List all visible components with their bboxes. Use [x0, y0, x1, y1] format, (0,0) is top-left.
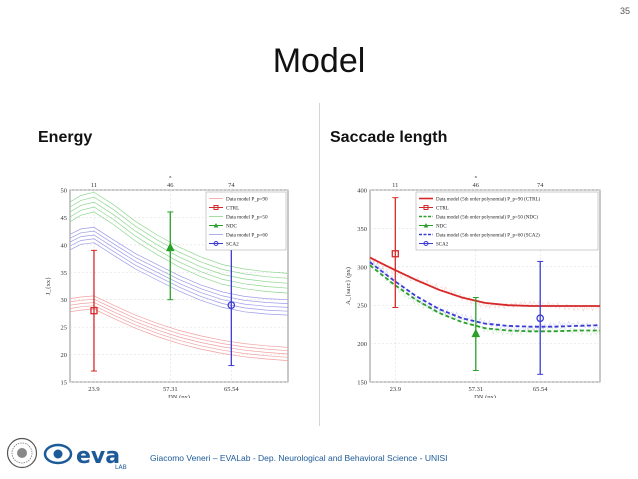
y-tick-label: 25	[61, 325, 68, 332]
model-curve	[69, 211, 289, 294]
slide-title: Model	[272, 42, 366, 80]
top-axis-label: s	[475, 176, 478, 180]
y-tick-label: 35	[61, 270, 68, 277]
legend-marker	[423, 223, 429, 228]
x-axis-label: DN (px)	[474, 394, 496, 398]
legend-label: Data model (5th order polynomial) P_p=90…	[436, 198, 541, 203]
legend-label: Data model (5th order polynomial) P_p=60…	[436, 234, 540, 239]
legend-label: CTRL	[226, 206, 239, 212]
top-tick-label: 11	[91, 182, 97, 189]
legend-box	[415, 191, 599, 251]
legend-marker	[423, 241, 429, 246]
y-tick-label: 300	[357, 264, 367, 271]
y-tick-label: 400	[357, 188, 367, 195]
legend-label: CTRL	[436, 207, 449, 212]
top-tick-label: 11	[392, 182, 398, 189]
legend-marker	[213, 223, 219, 228]
page-number: 35	[619, 6, 630, 16]
y-tick-label: 250	[357, 303, 367, 310]
model-curve	[69, 238, 289, 312]
legend-marker	[213, 205, 219, 210]
x-tick-label: 65.54	[533, 386, 548, 393]
model-curve	[69, 305, 289, 358]
evalab-logo-sub: LAB	[115, 464, 127, 471]
data-point-ndc	[471, 328, 481, 338]
fit-line	[369, 256, 600, 307]
evalab-logo-text: eva	[76, 444, 120, 469]
legend-label: Data model P_p=60	[226, 233, 268, 239]
y-tick-label: 50	[61, 188, 68, 195]
raw-data-trace	[369, 260, 601, 336]
legend-label: Data model P_p=90	[226, 197, 268, 203]
energy-heading: Energy	[38, 129, 93, 146]
data-point-sca2	[227, 301, 236, 310]
energy-chart: 15 20 25 30 35 40 45 50 23.9 57.31 65.54 11 46 74 s DN …	[45, 176, 289, 398]
y-tick-label: 40	[61, 242, 68, 249]
legend-label: NDC	[436, 225, 447, 230]
top-tick-label: 46	[473, 182, 480, 189]
legend-label: Data model (5th order polynomial) P_p=50…	[436, 216, 538, 221]
evalab-logo: eva LAB	[43, 443, 127, 471]
model-curve	[69, 234, 289, 308]
model-curve	[69, 302, 289, 355]
legend-marker	[423, 205, 429, 210]
fit-line	[369, 264, 600, 333]
y-tick-label: 200	[357, 341, 367, 348]
data-point-sca2	[536, 314, 545, 323]
legend-label: NDC	[226, 224, 237, 230]
y-tick-label: 45	[61, 215, 68, 222]
top-tick-label: 74	[228, 182, 235, 189]
top-axis-label: s	[169, 176, 172, 180]
y-tick-label: 150	[357, 380, 367, 387]
model-curve	[69, 196, 289, 279]
x-axis-label: DN (px)	[168, 394, 190, 398]
y-tick-label: 30	[61, 297, 68, 304]
legend-box	[205, 191, 287, 251]
x-tick-label: 65.54	[224, 386, 239, 393]
x-tick-label: 23.9	[88, 386, 99, 393]
data-point-ctrl	[90, 307, 98, 315]
y-tick-label: 15	[61, 380, 68, 387]
x-tick-label: 57.31	[468, 386, 483, 393]
model-curve	[69, 230, 289, 304]
fit-line	[369, 261, 601, 328]
y-tick-label: 350	[357, 226, 367, 233]
top-tick-label: 74	[537, 182, 544, 189]
legend-label: SCA2	[226, 242, 239, 248]
y-axis-label: A_{sacc} (px)	[345, 267, 352, 305]
model-curve	[69, 308, 289, 361]
model-curve	[69, 191, 289, 274]
model-curve	[69, 242, 289, 316]
top-tick-label: 46	[167, 182, 174, 189]
column-divider	[319, 103, 320, 426]
university-seal-logo	[6, 437, 38, 469]
saccade-length-heading: Saccade length	[330, 129, 448, 146]
model-curve	[69, 298, 289, 352]
model-curve	[69, 295, 289, 348]
legend-label: Data model P_p=50	[226, 215, 268, 221]
x-tick-label: 23.9	[390, 386, 401, 393]
data-point-ndc	[165, 242, 175, 252]
legend-label: SCA2	[436, 243, 449, 248]
model-curve	[69, 206, 289, 289]
data-point-ctrl	[391, 250, 399, 258]
y-axis-label: J_{xx}	[45, 277, 52, 296]
footer-credit: Giacomo Veneri – EVALab - Dep. Neurologi…	[150, 453, 448, 463]
saccade-length-chart: 150 200 250 300 350 400 23.9 57.31 65.54 11 46 74 s D…	[345, 176, 601, 398]
model-curve	[69, 226, 289, 301]
legend-marker	[213, 241, 219, 246]
y-tick-label: 20	[61, 352, 68, 359]
x-tick-label: 57.31	[163, 386, 178, 393]
